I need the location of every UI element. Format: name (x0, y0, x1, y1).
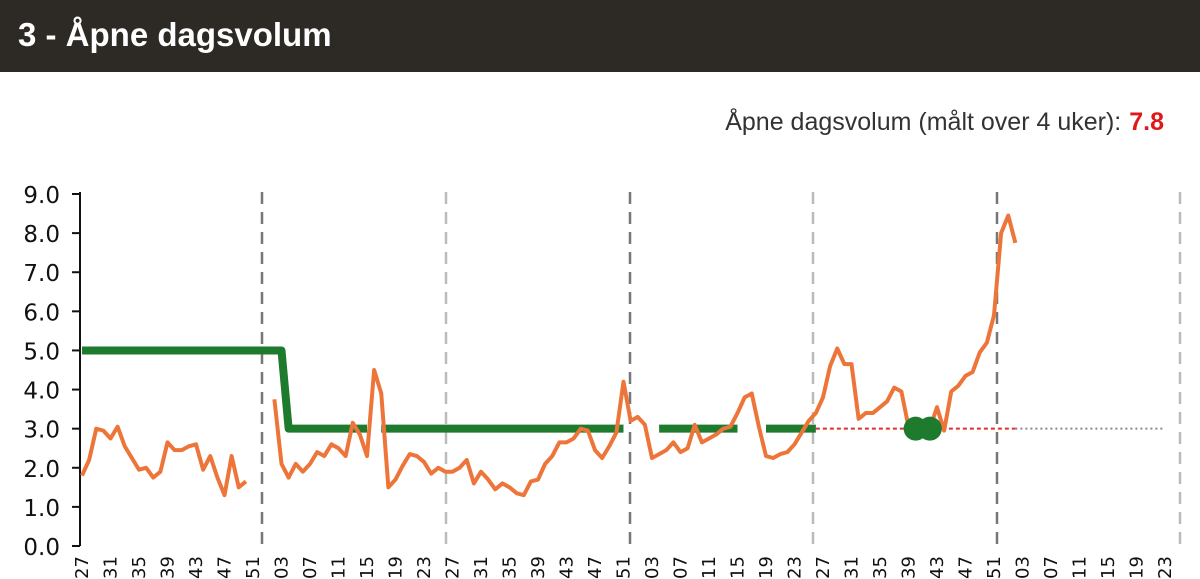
x-tick-label: 23 (785, 556, 806, 579)
x-tick-label: 47 (585, 556, 606, 579)
y-tick-label: 4.0 (23, 379, 60, 405)
y-tick-label: 0.0 (23, 535, 60, 561)
y-tick-label: 3.0 (23, 418, 60, 444)
y-tick-label: 6.0 (23, 300, 60, 326)
marker (917, 416, 942, 441)
x-tick-label: 31 (101, 556, 122, 579)
x-tick-label: 31 (842, 556, 863, 579)
x-tick-label: 31 (471, 556, 492, 579)
x-tick-label: 43 (557, 556, 578, 579)
x-tick-label: 03 (642, 556, 663, 579)
x-tick-label: 35 (129, 556, 150, 579)
summary: Åpne dagsvolum (målt over 4 uker): 7.8 (725, 108, 1164, 137)
x-tick-label: 51 (984, 556, 1005, 579)
x-tick-label: 15 (357, 556, 378, 579)
x-tick-label: 23 (1155, 556, 1176, 579)
header: 3 - Åpne dagsvolum (0, 0, 1200, 72)
x-tick-label: 07 (1041, 556, 1062, 579)
summary-label: Åpne dagsvolum (målt over 4 uker): (725, 108, 1122, 136)
y-tick-label: 8.0 (23, 222, 60, 248)
x-tick-label: 43 (927, 556, 948, 579)
summary-value: 7.8 (1129, 108, 1164, 136)
y-tick-label: 1.0 (23, 496, 60, 522)
x-tick-label: 47 (215, 556, 236, 579)
x-tick-label: 35 (870, 556, 891, 579)
x-tick-label: 51 (614, 556, 635, 579)
x-tick-label: 11 (699, 556, 720, 579)
y-tick-label: 2.0 (23, 457, 60, 483)
x-tick-label: 43 (186, 556, 207, 579)
x-tick-label: 15 (728, 556, 749, 579)
x-tick-label: 27 (813, 556, 834, 579)
x-tick-label: 47 (956, 556, 977, 579)
x-tick-label: 39 (899, 556, 920, 579)
x-tick-label: 11 (329, 556, 350, 579)
x-tick-label: 39 (158, 556, 179, 579)
x-tick-label: 35 (500, 556, 521, 579)
x-tick-label: 27 (443, 556, 464, 579)
x-tick-label: 19 (1127, 556, 1148, 579)
x-tick-label: 11 (1070, 556, 1091, 579)
x-tick-label: 07 (300, 556, 321, 579)
x-tick-label: 27 (72, 556, 93, 579)
y-tick-label: 5.0 (23, 339, 60, 365)
x-tick-label: 03 (1013, 556, 1034, 579)
x-tick-label: 07 (671, 556, 692, 579)
header-title: 3 - Åpne dagsvolum (18, 16, 332, 53)
y-tick-label: 9.0 (23, 183, 60, 209)
x-tick-label: 03 (272, 556, 293, 579)
series-line (82, 346, 816, 433)
x-tick-label: 19 (386, 556, 407, 579)
x-tick-label: 39 (528, 556, 549, 579)
y-tick-label: 7.0 (23, 261, 60, 287)
x-tick-label: 19 (756, 556, 777, 579)
x-tick-label: 15 (1098, 556, 1119, 579)
x-tick-label: 51 (243, 556, 264, 579)
series-line (80, 213, 1018, 498)
x-tick-label: 23 (414, 556, 435, 579)
